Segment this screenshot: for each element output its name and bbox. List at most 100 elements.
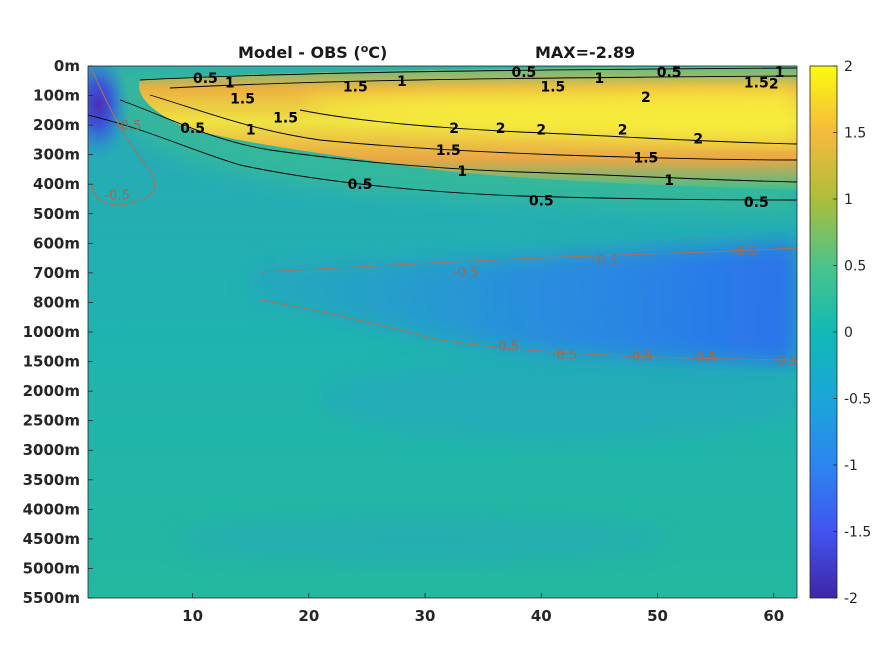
contour-label-negative: -0.5 bbox=[104, 189, 129, 204]
warm-core-peak bbox=[300, 88, 797, 140]
y-tick-label: 4500m bbox=[23, 530, 80, 548]
contour-label-negative: -0.5 bbox=[627, 350, 652, 365]
contour-2 bbox=[299, 109, 797, 145]
contour-label: 0.5 bbox=[348, 177, 373, 193]
x-tick-label: 20 bbox=[298, 607, 319, 625]
contour-neg-mid-bottom bbox=[259, 299, 797, 361]
y-tick-label: 2000m bbox=[23, 382, 80, 400]
contour-label-negative: -0.5 bbox=[773, 354, 798, 369]
contour-label: 1 bbox=[457, 164, 467, 180]
plot-area bbox=[88, 66, 797, 598]
contour-label: 1.5 bbox=[541, 80, 566, 96]
contour-label-negative: -0.5 bbox=[732, 245, 757, 260]
y-tick-label: 700m bbox=[33, 264, 80, 282]
contour-label: 1.5 bbox=[633, 151, 658, 167]
y-tick-label: 5000m bbox=[23, 559, 80, 577]
x-tick-label: 50 bbox=[647, 607, 668, 625]
colorbar-tick-label: -1.5 bbox=[844, 525, 871, 541]
contour-label: 1.5 bbox=[273, 111, 298, 127]
y-axis: 0m 100m 200m 300m 400m 500m 600m 700m 800m 1000m 1… bbox=[23, 57, 93, 607]
chart-title-main: Model - OBS ( bbox=[238, 43, 361, 62]
y-tick-label: 500m bbox=[33, 205, 80, 223]
y-tick-label: 1000m bbox=[23, 323, 80, 341]
contour-label: 2 bbox=[641, 90, 651, 106]
colorbar-tick-label: 2 bbox=[844, 59, 853, 75]
y-tick-label: 400m bbox=[33, 175, 80, 193]
deep-anomaly bbox=[170, 515, 670, 565]
chart-title: Model - OBS (oC) bbox=[238, 42, 387, 62]
contour-label: 0.5 bbox=[193, 71, 218, 87]
contour-label: 0.5 bbox=[744, 195, 769, 211]
x-tick-label: 30 bbox=[415, 607, 436, 625]
y-tick-label: 2500m bbox=[23, 412, 80, 430]
contour-label-negative: -0.5 bbox=[453, 265, 478, 280]
x-tick-label: 40 bbox=[531, 607, 552, 625]
contour-label: 1 bbox=[225, 75, 235, 91]
contour-1 bbox=[119, 99, 797, 183]
y-tick-label: 0m bbox=[54, 57, 80, 75]
contour-neg-mid-top bbox=[259, 247, 797, 273]
colorbar-tick-label: -2 bbox=[844, 591, 858, 607]
contour-0-5 bbox=[88, 114, 797, 201]
x-axis: 10 20 30 40 50 60 bbox=[182, 593, 784, 625]
contour-label: 1 bbox=[664, 173, 674, 189]
contour-label: 1.5 bbox=[744, 75, 769, 91]
contour-label: 2 bbox=[618, 123, 628, 139]
contour-1-5 bbox=[149, 94, 797, 161]
y-tick-label: 5500m bbox=[23, 589, 80, 607]
x-tick-label: 10 bbox=[182, 607, 203, 625]
contour-label: 2 bbox=[536, 123, 546, 139]
contour-label-negative: -0.5 bbox=[691, 351, 716, 366]
cold-corner bbox=[88, 66, 130, 160]
y-tick-label: 1500m bbox=[23, 353, 80, 371]
y-tick-label: 3000m bbox=[23, 441, 80, 459]
contour-0-5-top bbox=[139, 67, 797, 81]
contour-label: 1 bbox=[775, 65, 785, 81]
y-tick-label: 800m bbox=[33, 293, 80, 311]
contour-label: 1 bbox=[397, 74, 407, 90]
contour-label: 1 bbox=[246, 123, 256, 139]
contour-label: 1.5 bbox=[343, 80, 368, 96]
contour-label: 1 bbox=[595, 71, 605, 87]
contour-label: 0.5 bbox=[180, 121, 205, 137]
negative-contours bbox=[91, 69, 797, 361]
colorbar-tick-label: -1 bbox=[844, 458, 858, 474]
colorbar-tick-label: 0 bbox=[844, 325, 853, 341]
contour-1-top bbox=[169, 75, 797, 89]
x-tick-label: 60 bbox=[763, 607, 784, 625]
y-tick-label: 600m bbox=[33, 234, 80, 252]
colorbar-tick-label: 1.5 bbox=[844, 126, 866, 142]
contour-label-negative: -0.5 bbox=[116, 119, 141, 134]
cold-band bbox=[250, 242, 797, 365]
contour-label-negative: -0.5 bbox=[494, 339, 519, 354]
contour-label: 2 bbox=[449, 121, 459, 137]
colorbar bbox=[809, 65, 838, 599]
y-tick-label: 200m bbox=[33, 116, 80, 134]
chart-title-unit-sup: o bbox=[361, 42, 369, 55]
contour-labels: 0.5 11.50.5 11.51.5 12 2 2 221.510.50.50.51.51… bbox=[104, 65, 798, 369]
contour-label: 2 bbox=[769, 77, 779, 93]
y-tick-label: 3500m bbox=[23, 471, 80, 489]
contour-label-negative: -0.5 bbox=[593, 254, 618, 269]
contour-label: 1.5 bbox=[230, 92, 255, 108]
mid-anomaly bbox=[320, 360, 797, 440]
contour-label: 2 bbox=[693, 131, 703, 147]
contour-neg-corner bbox=[91, 69, 155, 206]
contour-label: 0.5 bbox=[511, 65, 536, 81]
colorbar-tick-label: 1 bbox=[844, 192, 853, 208]
y-tick-label: 100m bbox=[33, 87, 80, 105]
chart-max-label: MAX=-2.89 bbox=[535, 43, 635, 62]
y-tick-label: 4000m bbox=[23, 500, 80, 518]
contour-label: 0.5 bbox=[657, 65, 682, 81]
y-tick-label: 300m bbox=[33, 146, 80, 164]
contour-label: 2 bbox=[496, 121, 506, 137]
colorbar-tick-label: -0.5 bbox=[844, 392, 871, 408]
contour-label-negative: -0.5 bbox=[552, 348, 577, 363]
contour-label: 1.5 bbox=[436, 143, 461, 159]
colorbar-tick-label: 0.5 bbox=[844, 259, 866, 275]
colorbar-axis: 2 1.5 1 0.5 0 -0.5 -1 -1.5 -2 bbox=[833, 59, 871, 607]
positive-contours bbox=[88, 67, 797, 201]
contour-label: 0.5 bbox=[529, 193, 554, 209]
chart-title-unit: C) bbox=[368, 43, 387, 62]
